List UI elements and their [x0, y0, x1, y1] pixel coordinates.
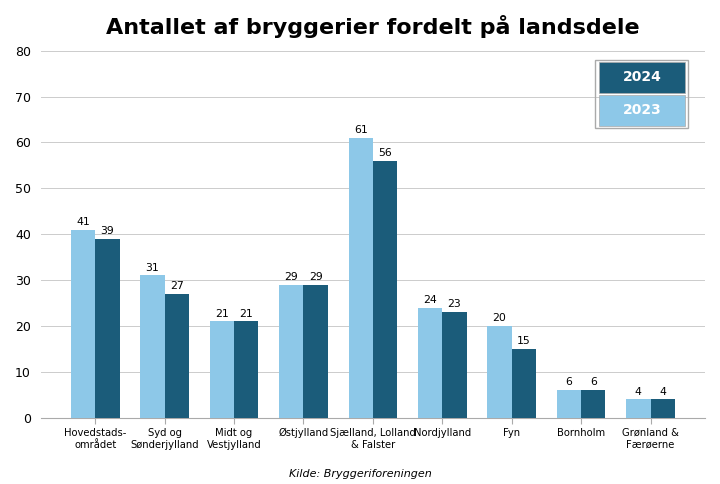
Text: 29: 29	[309, 272, 323, 282]
Bar	[418, 307, 442, 418]
Title: Antallet af bryggerier fordelt på landsdele: Antallet af bryggerier fordelt på landsd…	[106, 15, 639, 38]
Bar	[581, 390, 606, 418]
Text: 20: 20	[492, 313, 506, 323]
Text: 39: 39	[101, 226, 114, 236]
Text: 6: 6	[565, 378, 572, 387]
Text: 31: 31	[145, 263, 159, 272]
Bar	[650, 399, 675, 418]
Text: 29: 29	[284, 272, 298, 282]
Bar	[626, 399, 650, 418]
Text: 2024: 2024	[623, 70, 662, 84]
Text: 6: 6	[590, 378, 597, 387]
Bar	[373, 161, 397, 418]
Bar	[140, 275, 165, 418]
Text: 41: 41	[76, 217, 90, 227]
Text: 24: 24	[423, 295, 437, 305]
Text: 21: 21	[215, 308, 229, 318]
Text: 15: 15	[517, 336, 531, 346]
Bar	[210, 321, 234, 418]
Text: 56: 56	[378, 148, 392, 158]
Text: 23: 23	[448, 300, 462, 309]
Text: 4: 4	[635, 387, 642, 396]
FancyBboxPatch shape	[599, 61, 685, 93]
Text: 2023: 2023	[623, 103, 661, 117]
Bar	[557, 390, 581, 418]
Text: 27: 27	[170, 281, 184, 291]
Bar	[71, 229, 95, 418]
Text: Kilde: Bryggeriforeningen: Kilde: Bryggeriforeningen	[289, 469, 431, 479]
Text: 4: 4	[660, 387, 666, 396]
Bar	[234, 321, 258, 418]
Text: 61: 61	[354, 125, 368, 135]
Bar	[487, 326, 512, 418]
FancyBboxPatch shape	[599, 95, 685, 126]
Bar	[279, 285, 303, 418]
Bar	[348, 138, 373, 418]
Bar	[442, 312, 467, 418]
Bar	[512, 349, 536, 418]
Bar	[165, 294, 189, 418]
Bar	[95, 239, 120, 418]
Text: 21: 21	[239, 308, 253, 318]
Bar	[303, 285, 328, 418]
